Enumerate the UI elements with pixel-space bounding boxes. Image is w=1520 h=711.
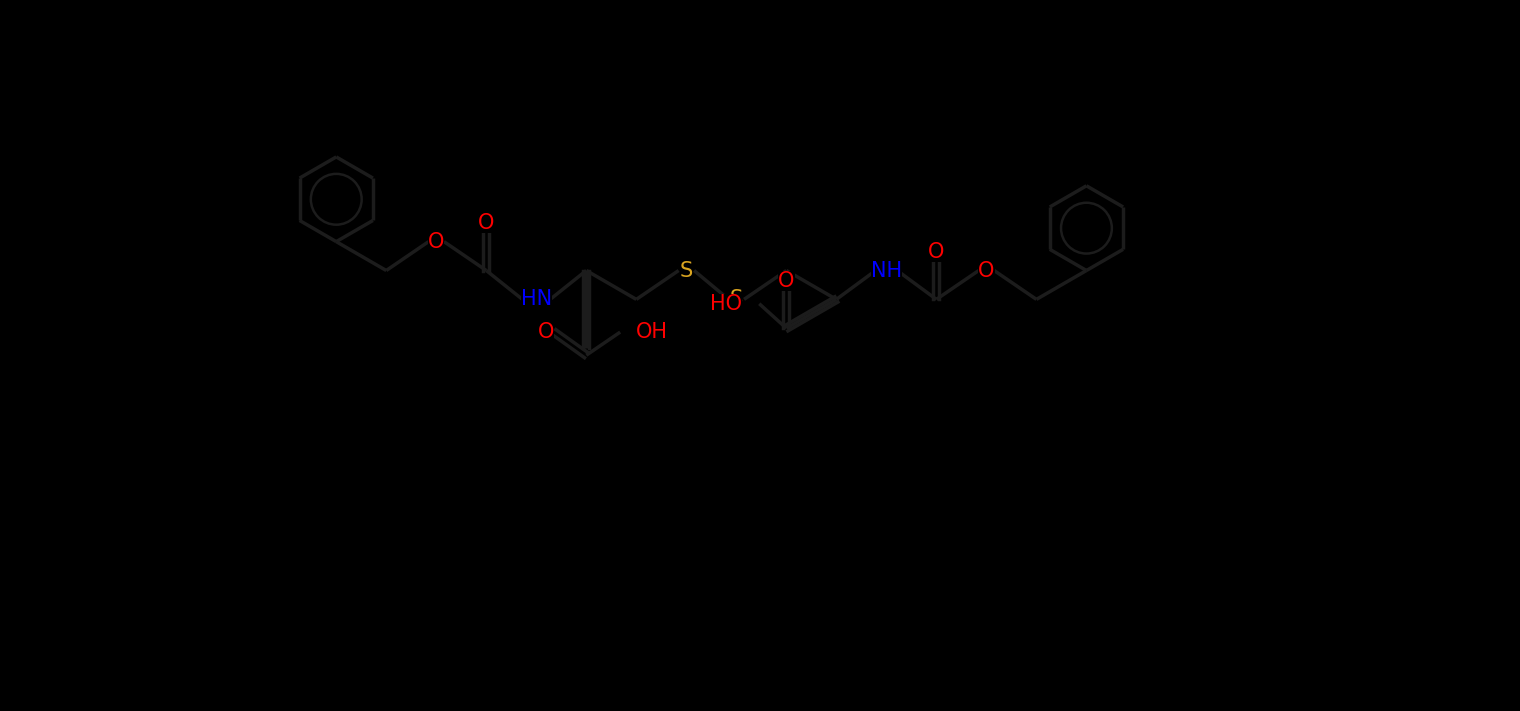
Text: O: O	[778, 270, 795, 291]
Text: O: O	[479, 213, 494, 232]
Text: OH: OH	[635, 322, 667, 342]
Text: S: S	[730, 289, 743, 309]
Text: NH: NH	[871, 260, 901, 281]
Text: O: O	[429, 232, 444, 252]
Text: HO: HO	[710, 294, 742, 314]
Text: O: O	[538, 322, 555, 342]
Text: S: S	[679, 260, 693, 281]
Text: HN: HN	[521, 289, 552, 309]
Text: O: O	[979, 260, 994, 281]
Text: O: O	[929, 242, 944, 262]
